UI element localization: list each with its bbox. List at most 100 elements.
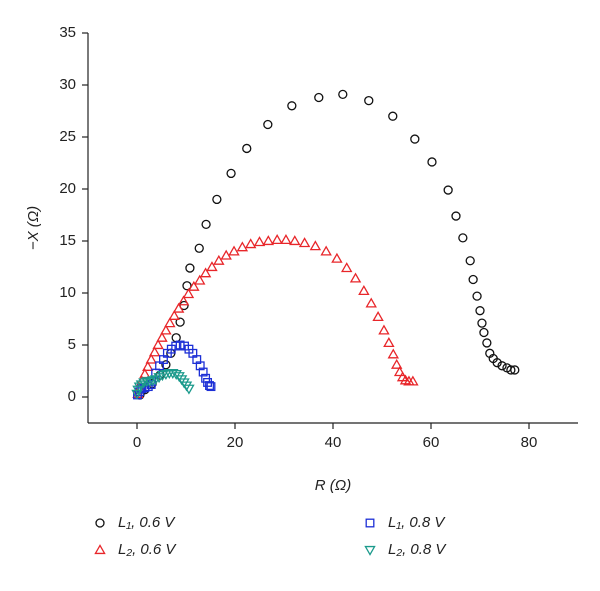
point (289, 235, 301, 246)
point (475, 306, 485, 316)
point (194, 243, 204, 253)
point (182, 288, 195, 299)
y-tick-label: 30 (59, 76, 76, 93)
point (244, 238, 257, 249)
point (133, 382, 146, 393)
point (407, 375, 419, 386)
point (177, 295, 190, 306)
point (160, 324, 172, 335)
point (236, 241, 249, 252)
point (393, 366, 406, 377)
point (364, 95, 374, 106)
point (193, 274, 206, 285)
x-tick-label: 60 (423, 434, 440, 451)
point (226, 168, 236, 179)
point (262, 235, 275, 246)
point (314, 92, 324, 103)
legend-label: L₁, 0.6 V (118, 514, 176, 531)
point (338, 89, 348, 100)
point (199, 267, 212, 278)
point (482, 338, 492, 348)
point (458, 233, 468, 243)
point (228, 245, 240, 256)
point (287, 101, 297, 111)
point (331, 252, 343, 263)
legend-marker (95, 518, 105, 528)
point (148, 346, 161, 357)
point (242, 143, 252, 154)
y-tick-label: 20 (59, 180, 76, 197)
point (220, 249, 232, 260)
point (378, 324, 390, 335)
y-tick-label: 35 (59, 24, 76, 41)
point (195, 361, 205, 371)
point (146, 376, 159, 387)
point (472, 291, 482, 301)
x-tick-label: 20 (227, 434, 244, 451)
point (188, 280, 200, 291)
x-axis-label: R (Ω) (315, 477, 351, 494)
x-tick-label: 80 (521, 434, 538, 451)
legend-marker (365, 518, 375, 528)
point (497, 361, 507, 371)
point (170, 370, 182, 381)
y-tick-label: 5 (68, 336, 76, 353)
point (372, 311, 384, 322)
point (383, 337, 395, 348)
point (138, 378, 150, 389)
point (201, 219, 211, 230)
point (427, 157, 437, 167)
point (271, 234, 283, 245)
point (156, 331, 168, 342)
x-tick-label: 0 (133, 434, 141, 451)
point (358, 285, 370, 296)
point (465, 256, 475, 266)
point (212, 194, 222, 205)
point (183, 384, 195, 395)
legend-marker (364, 545, 376, 556)
point (298, 237, 311, 248)
legend-marker (94, 544, 106, 555)
point (349, 272, 362, 283)
point (387, 348, 399, 359)
point (131, 389, 143, 400)
point (390, 358, 403, 369)
point (142, 360, 154, 371)
point (172, 302, 185, 313)
point (182, 281, 192, 291)
point (171, 333, 181, 343)
legend-label: L₂, 0.8 V (388, 541, 447, 558)
point (506, 365, 516, 375)
point (477, 318, 487, 328)
legend-label: L₂, 0.6 V (118, 541, 177, 558)
y-tick-label: 0 (68, 388, 76, 405)
point (161, 360, 171, 370)
legend-label: L₁, 0.8 V (388, 514, 446, 531)
point (213, 254, 225, 265)
point (451, 211, 461, 221)
point (168, 309, 180, 320)
point (340, 262, 353, 273)
y-axis-label: −X (Ω) (25, 206, 42, 250)
point (263, 119, 273, 130)
point (280, 234, 292, 245)
point (443, 185, 453, 195)
point (185, 263, 195, 273)
point (144, 377, 156, 388)
point (365, 297, 377, 308)
point (410, 134, 420, 144)
point (320, 245, 332, 256)
point (164, 317, 176, 328)
point (206, 261, 218, 272)
point (175, 317, 185, 327)
point (309, 240, 322, 251)
y-tick-label: 10 (59, 284, 76, 301)
point (205, 381, 214, 391)
point (253, 236, 266, 247)
y-tick-label: 15 (59, 232, 76, 249)
point (388, 111, 398, 121)
point (510, 365, 520, 375)
point (145, 353, 157, 364)
point (135, 380, 148, 391)
